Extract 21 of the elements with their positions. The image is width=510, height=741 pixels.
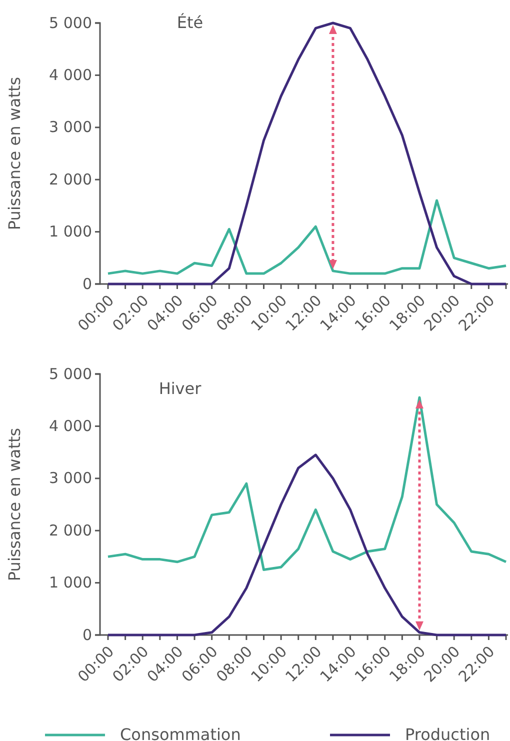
line-series: [106, 454, 508, 636]
y-tick-label: 2 000: [49, 521, 92, 540]
chart-title: Été: [176, 13, 204, 32]
chart-title: Hiver: [158, 379, 202, 398]
y-tick-label: 5 000: [49, 364, 92, 383]
y-tick-label: 2 000: [49, 170, 92, 188]
y-axis-title: Puissance en watts: [5, 428, 24, 582]
line-series: [106, 199, 508, 275]
y-axis-title: Puissance en watts: [5, 76, 24, 230]
y-tick-label: 3 000: [49, 118, 92, 136]
y-tick-label: 3 000: [49, 469, 92, 488]
y-tick-label: 4 000: [49, 66, 92, 84]
y-tick-label: 1 000: [49, 574, 92, 592]
y-tick-label: 0: [82, 626, 92, 644]
y-tick-label: 4 000: [49, 417, 92, 435]
y-tick-label: 0: [82, 274, 92, 293]
legend-label: Consommation: [120, 725, 241, 741]
y-tick-label: 1 000: [49, 222, 92, 241]
y-tick-label: 5 000: [49, 14, 92, 32]
line-series: [106, 396, 508, 571]
legend-label: Production: [405, 725, 490, 741]
